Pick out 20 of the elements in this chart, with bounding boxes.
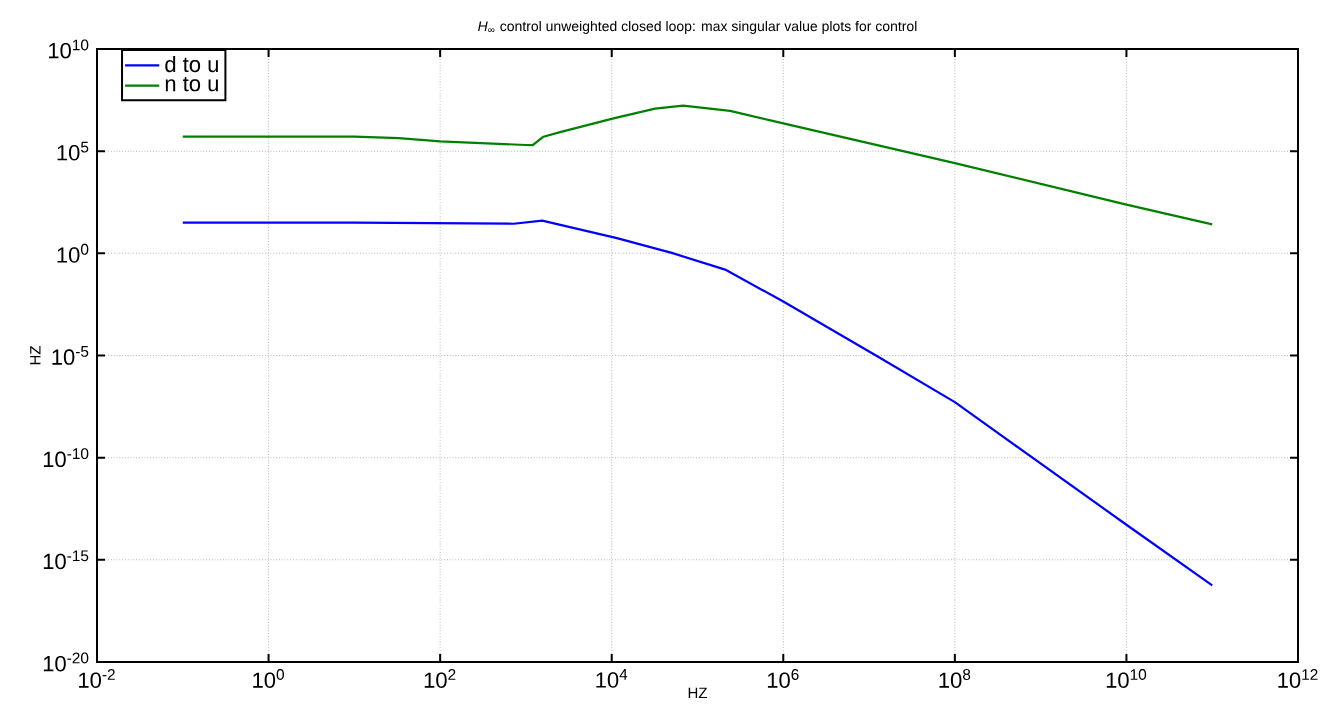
x-axis-title: HZ [688, 687, 708, 699]
y-tick-label: 10$^{-20}$ [43, 652, 89, 672]
x-tick-label: 10$^{4}$ [596, 669, 628, 688]
x-tick-label: 10$^{6}$ [767, 669, 799, 688]
y-tick-label: 10$^{0}$ [57, 243, 89, 263]
legend-label: d to u [165, 55, 218, 73]
x-tick-label: 10$^{12}$ [1278, 669, 1318, 688]
x-tick-label: 10$^{0}$ [253, 669, 284, 688]
y-axis-title: HZ [30, 345, 41, 365]
x-tick-label: 10$^{2}$ [424, 669, 456, 688]
x-tick-label: 10$^{8}$ [939, 669, 971, 688]
y-tick-label: 10$^{-5}$ [52, 346, 89, 365]
x-tick-label: 10$^{-2}$ [79, 669, 115, 688]
y-tick-label: 10$^{10}$ [49, 39, 89, 59]
y-tick-label: 10$^{-15}$ [43, 550, 89, 570]
x-tick-label: 10$^{10}$ [1106, 669, 1147, 688]
y-tick-label: 10$^{5}$ [57, 141, 89, 161]
chart-title: H$_{∞}$ control unweighted closed loop: max singular value plots for control [478, 20, 917, 34]
legend-label: n to u [165, 76, 218, 92]
y-tick-label: 10$^{-10}$ [43, 448, 89, 468]
